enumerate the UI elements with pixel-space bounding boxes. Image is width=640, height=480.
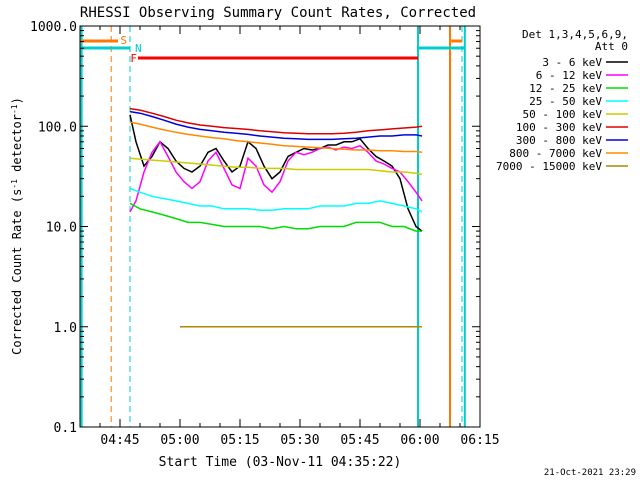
x-tick-label-0: 04:45 (100, 433, 139, 448)
y-label-part-3: ) (10, 97, 24, 104)
legend-entry-label-5: 100 - 300 keV (516, 121, 602, 134)
plot-frame (79, 25, 481, 428)
y-tick-label-1: 100.0 (38, 120, 77, 135)
y-label-part-1: Corrected Count Rate (s (10, 189, 24, 355)
legend-entry-label-8: 7000 - 15000 keV (496, 160, 602, 173)
series-line-2 (129, 202, 422, 232)
x-tick-label-6: 06:15 (460, 433, 499, 448)
x-tick-label-3: 05:30 (280, 433, 319, 448)
x-tick-label-5: 06:00 (400, 433, 439, 448)
legend-entry-label-0: 3 - 6 keV (542, 56, 602, 69)
legend-entry-label-2: 12 - 25 keV (529, 82, 602, 95)
y-label-sup-1: -1 (10, 179, 19, 189)
marker-label-s: S (120, 34, 127, 47)
series-line-5 (129, 107, 423, 135)
x-tick-label-2: 05:15 (220, 433, 259, 448)
y-tick-label-4: 0.1 (54, 421, 77, 436)
x-axis-label: Start Time (03-Nov-11 04:35:22) (159, 455, 402, 470)
markers-layer: SNF (80, 26, 466, 427)
axes-layer: 04:45 05:00 05:15 05:30 05:45 06:00 06:15 1000.… (30, 20, 500, 448)
x-tick-label-1: 05:00 (160, 433, 199, 448)
legend-entry-label-6: 300 - 800 keV (516, 134, 602, 147)
timestamp-footer: 21-Oct-2021 23:29 (543, 468, 636, 478)
series-line-7 (129, 121, 423, 154)
y-axis-label: Corrected Count Rate (s-1 detector-1) (10, 97, 24, 355)
y-tick-label-0: 1000.0 (30, 20, 77, 35)
marker-label-f: F (130, 52, 137, 65)
series-line-1 (129, 140, 423, 213)
y-tick-label-3: 1.0 (54, 321, 77, 336)
chart-title: RHESSI Observing Summary Count Rates, Co… (80, 5, 476, 21)
y-label-sup-2: -1 (10, 104, 19, 114)
legend-entry-label-4: 50 - 100 keV (523, 108, 603, 121)
marker-label-n: N (135, 42, 142, 55)
legend-entry-label-1: 6 - 12 keV (536, 69, 603, 82)
series-layer (129, 107, 423, 328)
legend-entry-label-7: 800 - 7000 keV (509, 147, 602, 160)
series-line-4 (129, 157, 423, 176)
legend-entry-label-3: 25 - 50 keV (529, 95, 602, 108)
y-label-part-2: detector (10, 114, 24, 179)
legend-header-0: Det 1,3,4,5,6,9, (522, 28, 628, 41)
series-line-3 (129, 187, 423, 213)
legend-header-1: Att 0 (595, 40, 628, 53)
x-tick-label-4: 05:45 (340, 433, 379, 448)
series-line-6 (129, 110, 423, 141)
y-tick-label-2: 10.0 (46, 221, 77, 236)
